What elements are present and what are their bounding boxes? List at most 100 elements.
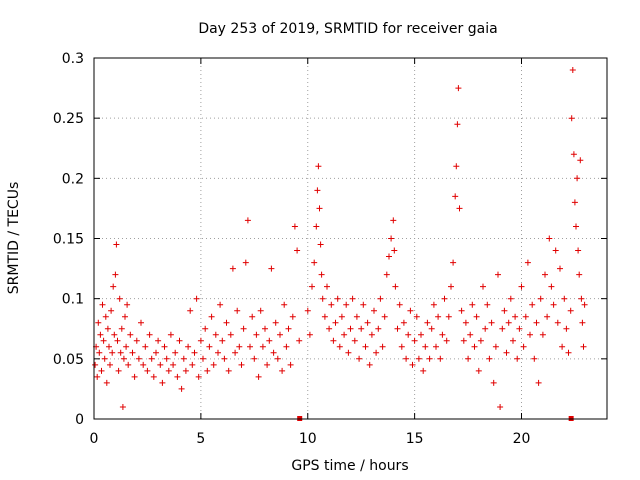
data-point [106,343,112,350]
data-point [445,313,452,320]
data-point [163,355,170,362]
data-point [247,343,253,350]
data-point [391,247,398,254]
data-point [360,301,367,308]
data-point [187,307,194,314]
data-point [347,325,354,332]
data-point [512,313,519,320]
data-point [172,349,179,356]
data-point [97,331,104,338]
data-point [529,301,536,308]
data-point [351,337,358,344]
data-point [437,355,444,362]
data-point [304,307,311,314]
data-point [129,349,136,356]
data-point [428,325,435,332]
data-point [497,404,504,410]
data-point [407,307,414,314]
data-point [430,301,437,308]
data-point [505,319,512,326]
data-point [490,379,497,386]
data-point [306,331,313,338]
data-point [109,349,116,356]
data-point [100,337,107,344]
data-point [217,301,224,308]
data-point [533,319,540,326]
data-point [115,367,122,374]
data-point [554,319,561,326]
data-point [316,205,323,212]
data-point [569,67,576,73]
data-points [92,67,588,410]
data-point [223,319,230,326]
y-tick-label: 0.2 [62,171,84,187]
data-point [482,325,489,332]
data-point [157,361,164,368]
data-point [119,404,126,410]
data-point [95,319,102,326]
data-point [283,343,290,350]
data-point [326,325,333,332]
data-point [96,349,103,356]
data-point [92,361,99,368]
data-point [559,343,566,350]
data-point [208,313,215,320]
data-point [456,205,463,212]
data-point [122,313,128,320]
data-point [465,355,472,362]
data-point [113,241,120,248]
y-tick-label: 0.1 [62,292,84,308]
data-point [366,361,373,368]
data-point [388,235,395,242]
data-point [210,361,217,368]
data-point [178,385,185,392]
data-point [324,283,330,290]
data-point [392,283,399,290]
data-point [314,187,321,194]
data-point [262,325,268,332]
data-point [501,307,508,314]
data-point [527,331,533,338]
data-point [182,367,189,374]
data-point [266,337,273,344]
data-point [514,355,521,362]
data-point [330,337,337,344]
data-point [125,361,132,368]
data-point [219,337,226,344]
data-point [371,307,377,314]
data-point [462,319,469,326]
data-point [443,337,450,344]
x-tick-label: 5 [196,431,205,447]
data-point [581,301,588,308]
data-point [165,367,172,374]
data-point [234,307,241,314]
y-tick-label: 0.15 [53,232,84,248]
data-point [321,313,328,320]
data-point [448,283,454,290]
data-point [309,283,315,290]
data-point [289,313,296,320]
data-point [140,361,147,368]
data-point [576,271,583,278]
data-point [174,373,181,380]
data-point [180,355,187,362]
data-point [364,319,371,326]
data-point [405,331,412,338]
data-point [400,319,407,326]
data-point [313,223,320,230]
data-point [296,337,303,344]
data-point [574,175,581,182]
data-point [557,265,563,272]
data-point [379,343,386,350]
y-tick-label: 0.25 [53,111,84,127]
data-point [118,325,125,332]
data-point [435,313,442,320]
data-point [450,259,457,266]
data-point [477,337,484,344]
data-point [240,325,247,332]
data-point [390,217,397,224]
data-point [381,313,388,320]
data-point [577,157,584,164]
data-point [191,349,198,356]
data-point [356,355,363,362]
